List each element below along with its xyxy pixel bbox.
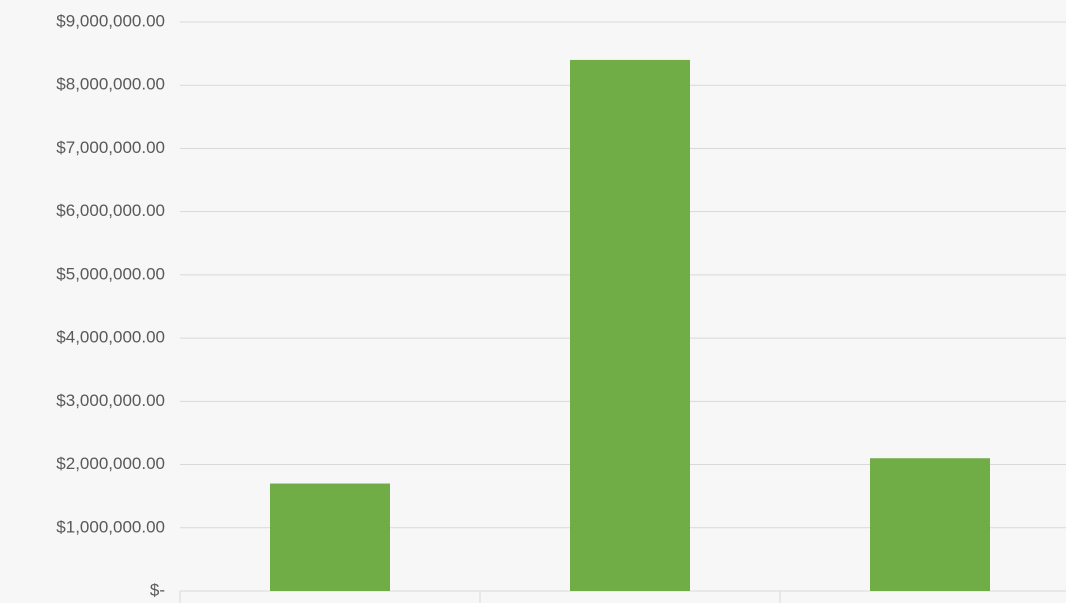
y-tick-label: $2,000,000.00 (56, 454, 165, 473)
y-tick-label: $9,000,000.00 (56, 11, 165, 30)
bar (870, 458, 990, 591)
y-tick-label: $6,000,000.00 (56, 201, 165, 220)
y-tick-label: $4,000,000.00 (56, 328, 165, 347)
bar (270, 483, 390, 591)
y-tick-label: $8,000,000.00 (56, 75, 165, 94)
y-tick-label: $- (150, 580, 165, 599)
bar (570, 59, 690, 591)
y-tick-label: $5,000,000.00 (56, 264, 165, 283)
y-tick-label: $3,000,000.00 (56, 391, 165, 410)
y-tick-label: $1,000,000.00 (56, 517, 165, 536)
y-tick-label: $7,000,000.00 (56, 138, 165, 157)
